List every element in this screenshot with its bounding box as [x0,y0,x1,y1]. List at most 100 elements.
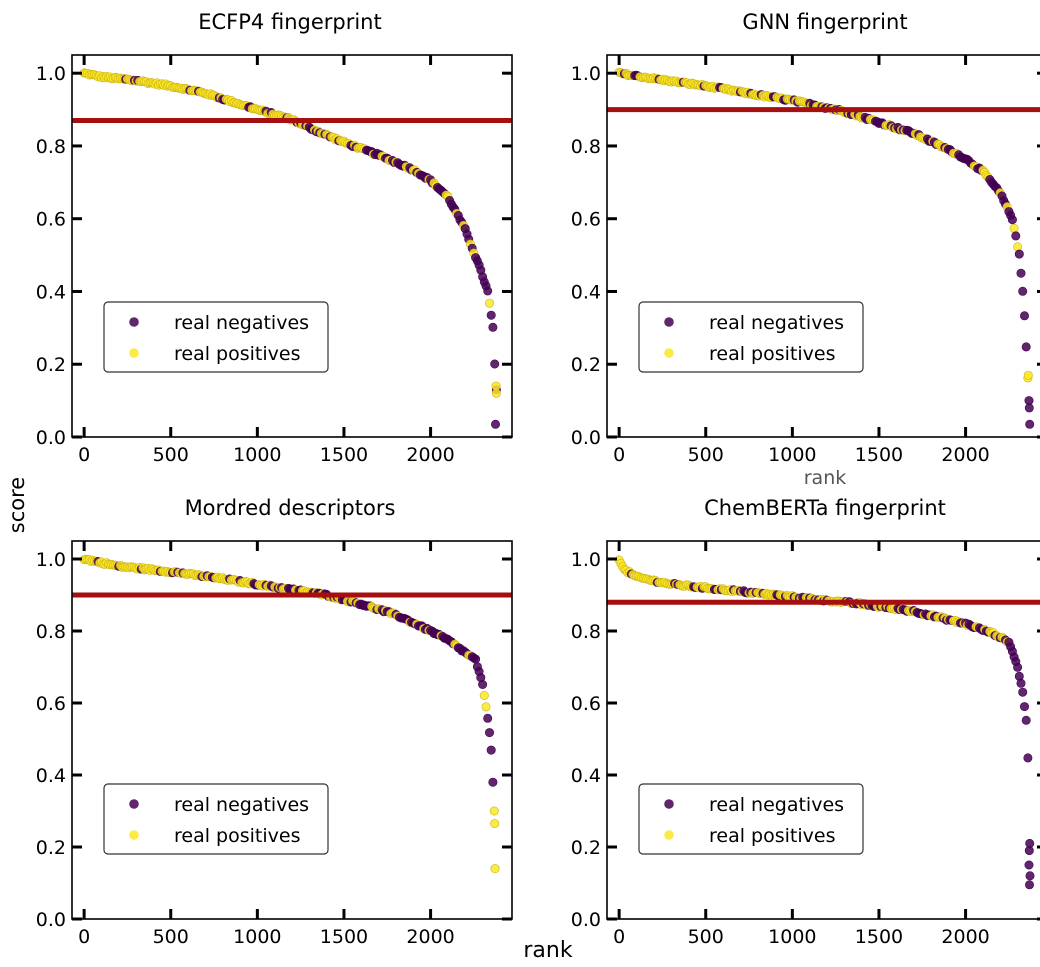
plot-area [607,67,1040,429]
x-tick-label: 500 [153,444,189,466]
point-negative [484,728,494,738]
figure-x-label: rank [523,938,572,963]
point-negative [1025,871,1035,881]
axes-frame [606,540,1040,920]
y-tick-label: 0.6 [571,693,601,715]
x-tick-label: 1000 [768,444,816,466]
y-tick-label: 0.8 [36,621,66,643]
legend-label: real positives [174,343,300,365]
legend: real negatives real positives [103,783,329,855]
panel-title: Mordred descriptors [185,496,396,520]
legend-label: real negatives [709,312,844,334]
point-negative [1018,286,1028,296]
point-negative [1024,396,1034,406]
point-positive [479,690,489,700]
axes-frame [71,540,513,920]
y-tick-label: 0.6 [36,209,66,231]
legend-label: real negatives [174,312,309,334]
point-positive [484,298,494,308]
panel-x-label: rank [804,467,847,489]
legend-marker-positive [129,348,139,358]
y-tick-label: 1.0 [36,63,66,85]
y-tick-label: 0.4 [571,281,601,303]
x-tick-label: 1500 [855,444,903,466]
point-positive [490,864,500,874]
y-tick-label: 1.0 [571,63,601,85]
y-tick-label: 0.2 [571,354,601,376]
point-negative [1014,249,1024,259]
x-tick-label: 1000 [233,926,281,948]
point-positive [1009,223,1019,233]
x-tick-label: 2000 [941,444,989,466]
point-negative [483,286,493,296]
x-tick-label: 1500 [855,926,903,948]
point-negative [1019,702,1029,712]
point-negative [1011,231,1021,241]
plot-area [72,68,512,429]
point-negative [471,654,481,664]
point-negative [1023,753,1033,763]
legend-label: real negatives [174,794,309,816]
point-positive [491,381,501,391]
point-negative [1025,880,1035,890]
legend-marker-negative [129,317,139,327]
y-tick-label: 0.0 [36,909,66,931]
legend-marker-positive [129,830,139,840]
panel-title: ECFP4 fingerprint [198,10,381,34]
y-tick-label: 0.4 [36,281,66,303]
point-negative [1021,715,1031,725]
point-negative [478,679,488,689]
y-tick-label: 0.6 [36,693,66,715]
x-tick-label: 1000 [768,926,816,948]
point-negative [1007,215,1017,225]
legend-marker-positive [664,830,674,840]
panel-title: GNN fingerprint [742,10,907,34]
point-negative [1016,268,1026,278]
legend-label: real positives [174,825,300,847]
x-tick-label: 0 [78,444,90,466]
y-tick-label: 0.4 [571,765,601,787]
point-negative [1024,846,1034,856]
figure-y-label: score [5,477,29,533]
point-negative [490,419,500,429]
plot-area [607,555,1040,890]
point-negative [488,322,498,332]
legend-label: real negatives [709,794,844,816]
legend-marker-negative [664,799,674,809]
y-tick-label: 0.2 [571,837,601,859]
x-tick-label: 2000 [406,444,454,466]
point-negative [1021,342,1031,352]
x-tick-label: 2000 [941,926,989,948]
point-negative [1024,860,1034,870]
y-tick-label: 0.8 [36,136,66,158]
x-tick-label: 0 [613,926,625,948]
point-negative [488,777,498,787]
y-tick-label: 0.8 [571,136,601,158]
panel-2: GNN fingerprint 0 500 1000 1500 2000 0.0 0.2 0.4… [571,10,1040,489]
panel-3: Mordred descriptors 0 500 1000 1500 2000 0.0 0.… [36,496,513,948]
point-positive [481,702,491,712]
point-negative [1019,311,1029,321]
point-negative [486,745,496,755]
legend-marker-negative [129,799,139,809]
y-tick-label: 0.4 [36,765,66,787]
y-tick-label: 0.0 [571,427,601,449]
y-tick-label: 1.0 [36,549,66,571]
x-tick-label: 500 [688,444,724,466]
point-positive [489,806,499,816]
point-negative [486,310,496,320]
legend-marker-positive [664,348,674,358]
point-negative [1013,662,1023,672]
panel-1: ECFP4 fingerprint 0 500 1000 1500 2000 0.0 0.2 0… [36,10,513,466]
point-positive [1023,370,1033,380]
point-positive [490,819,500,829]
x-tick-label: 500 [153,926,189,948]
x-tick-label: 1500 [320,444,368,466]
x-tick-label: 1000 [233,444,281,466]
panel-title: ChemBERTa fingerprint [704,496,946,520]
y-tick-label: 0.2 [36,354,66,376]
legend: real negatives real positives [103,301,329,373]
axes-frame [606,54,1040,438]
point-negative [1025,419,1035,429]
